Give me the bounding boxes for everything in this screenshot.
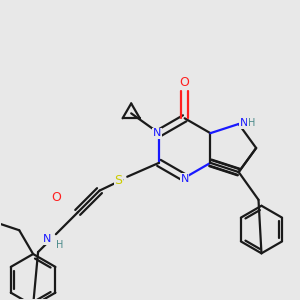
Text: H: H [248, 118, 255, 128]
Text: O: O [51, 191, 61, 204]
Text: S: S [114, 174, 122, 187]
Text: N: N [43, 234, 51, 244]
Text: N: N [153, 128, 161, 138]
Text: H: H [56, 240, 64, 250]
Text: N: N [239, 118, 248, 128]
Text: N: N [181, 174, 189, 184]
Text: O: O [180, 76, 190, 89]
